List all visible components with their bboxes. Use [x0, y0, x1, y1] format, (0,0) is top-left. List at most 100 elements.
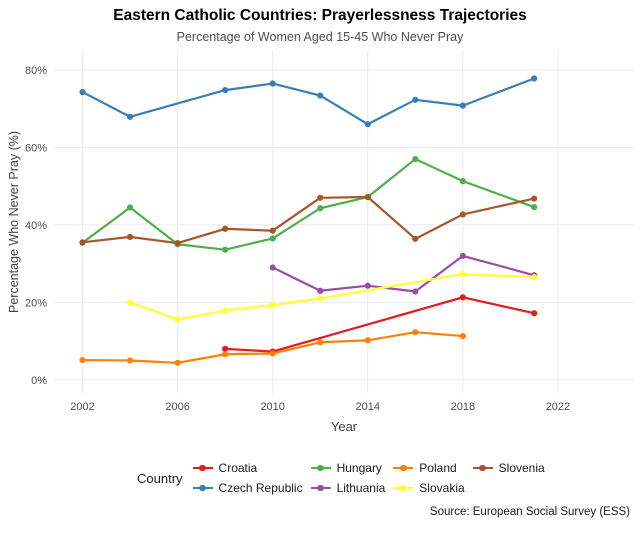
- point-slovenia-2002: [79, 239, 86, 246]
- point-czech-republic-2014: [364, 121, 371, 128]
- point-czech-republic-2021: [531, 75, 538, 82]
- x-tick-label: 2006: [165, 401, 189, 413]
- legend-item-slovenia: Slovenia: [472, 458, 545, 478]
- series-poland: [79, 329, 466, 366]
- legend-key-icon: [393, 481, 414, 495]
- point-croatia-2018: [459, 294, 466, 301]
- point-czech-republic-2004: [126, 113, 134, 120]
- legend-label: Lithuania: [336, 481, 386, 495]
- point-slovenia-2010: [269, 227, 276, 234]
- point-czech-republic-2016: [412, 96, 419, 103]
- legend-item-poland: Poland: [393, 458, 464, 478]
- point-slovakia-2021: [531, 274, 538, 281]
- point-hungary-2018: [459, 178, 466, 185]
- legend-key-icon: [393, 461, 414, 475]
- point-hungary-2008: [222, 246, 229, 253]
- legend: Country Croatia Czech Republic Hungary Lith…: [137, 458, 545, 498]
- point-czech-republic-2002: [79, 88, 86, 96]
- legend-items: Croatia Czech Republic Hungary Lithuania Pol…: [192, 458, 545, 498]
- point-slovenia-2012: [317, 194, 324, 201]
- point-croatia-2021: [531, 310, 538, 317]
- x-tick-label: 2014: [356, 401, 380, 413]
- y-tick-label: 40%: [25, 220, 47, 232]
- legend-item-slovakia: Slovakia: [393, 478, 465, 498]
- point-lithuania-2018: [459, 252, 466, 259]
- point-slovenia-2018: [459, 211, 466, 218]
- point-poland-2018: [459, 332, 466, 340]
- point-lithuania-2012: [317, 287, 324, 294]
- legend-label: Hungary: [336, 461, 382, 475]
- legend-key-icon: [192, 461, 213, 475]
- legend-label: Croatia: [218, 461, 258, 475]
- x-gridlines: [82, 51, 559, 393]
- legend-item-lithuania: Lithuania: [310, 478, 386, 498]
- source-note: Source: European Social Survey (ESS): [429, 506, 630, 518]
- point-slovenia-2004: [126, 233, 134, 241]
- point-slovakia-2008: [222, 307, 229, 314]
- series-slovakia: [126, 270, 538, 323]
- point-poland-2014: [364, 337, 371, 344]
- y-tick-label: 80%: [25, 65, 47, 77]
- point-lithuania-2010: [269, 264, 276, 271]
- point-slovenia-2014: [364, 193, 371, 201]
- legend-label: Slovakia: [419, 481, 465, 495]
- point-hungary-2016: [412, 155, 419, 163]
- point-czech-republic-2010: [269, 80, 276, 87]
- series-czech-republic: [79, 75, 538, 128]
- y-tick-label: 0%: [31, 375, 47, 387]
- y-gridlines: [54, 69, 634, 381]
- point-poland-2002: [79, 356, 86, 364]
- legend-label: Poland: [419, 461, 457, 475]
- x-tick-label: 2002: [70, 401, 94, 413]
- point-hungary-2021: [531, 203, 538, 211]
- point-lithuania-2014: [364, 282, 371, 289]
- legend-key-icon: [472, 461, 493, 475]
- series-lithuania: [269, 252, 538, 295]
- x-tick-label: 2022: [546, 401, 570, 413]
- point-poland-2016: [412, 329, 419, 336]
- legend-key-icon: [192, 481, 213, 495]
- y-tick-label: 60%: [25, 142, 47, 154]
- point-poland-2012: [317, 339, 324, 346]
- point-poland-2004: [126, 357, 134, 364]
- point-hungary-2004: [126, 204, 134, 211]
- point-poland-2010: [269, 350, 276, 357]
- legend-item-czech-republic: Czech Republic: [192, 478, 303, 498]
- point-slovakia-2004: [126, 299, 134, 306]
- chart-title: Eastern Catholic Countries: Prayerlessne…: [113, 7, 527, 24]
- legend-label: Slovenia: [498, 461, 545, 475]
- y-tick-label: 20%: [25, 297, 47, 309]
- legend-item-hungary: Hungary: [310, 458, 386, 478]
- x-tick-label: 2010: [260, 401, 284, 413]
- point-czech-republic-2008: [222, 87, 229, 94]
- point-slovakia-2010: [269, 301, 276, 309]
- line-chart: 2002 2006 2010 2014 2018 2022 0% 20% 40% 60% 80%: [25, 51, 634, 413]
- legend-label: Czech Republic: [218, 481, 303, 495]
- point-poland-2006: [174, 359, 181, 366]
- legend-item-croatia: Croatia: [192, 458, 303, 478]
- point-slovenia-2006: [174, 240, 181, 247]
- point-hungary-2010: [269, 235, 276, 242]
- x-tick-label: 2018: [451, 401, 475, 413]
- point-slovakia-2018: [459, 270, 466, 278]
- chart-subtitle: Percentage of Women Aged 15-45 Who Never…: [176, 30, 464, 44]
- point-poland-2008: [222, 351, 229, 358]
- point-croatia-2008: [222, 345, 229, 352]
- point-slovenia-2008: [222, 225, 229, 232]
- point-slovenia-2016: [412, 235, 419, 242]
- point-slovenia-2021: [531, 195, 538, 202]
- y-axis-title: Percentage Who Never Pray (%): [7, 130, 21, 314]
- series-croatia: [222, 294, 538, 355]
- legend-key-icon: [310, 461, 331, 475]
- legend-key-icon: [310, 481, 331, 495]
- point-hungary-2012: [317, 205, 324, 212]
- x-axis-title: Year: [330, 419, 358, 434]
- point-slovakia-2012: [317, 295, 324, 302]
- point-slovakia-2006: [174, 316, 181, 323]
- point-lithuania-2016: [412, 288, 419, 295]
- point-czech-republic-2018: [459, 102, 466, 109]
- point-czech-republic-2012: [317, 92, 324, 99]
- series-slovenia: [79, 193, 538, 247]
- legend-title: Country: [137, 470, 183, 486]
